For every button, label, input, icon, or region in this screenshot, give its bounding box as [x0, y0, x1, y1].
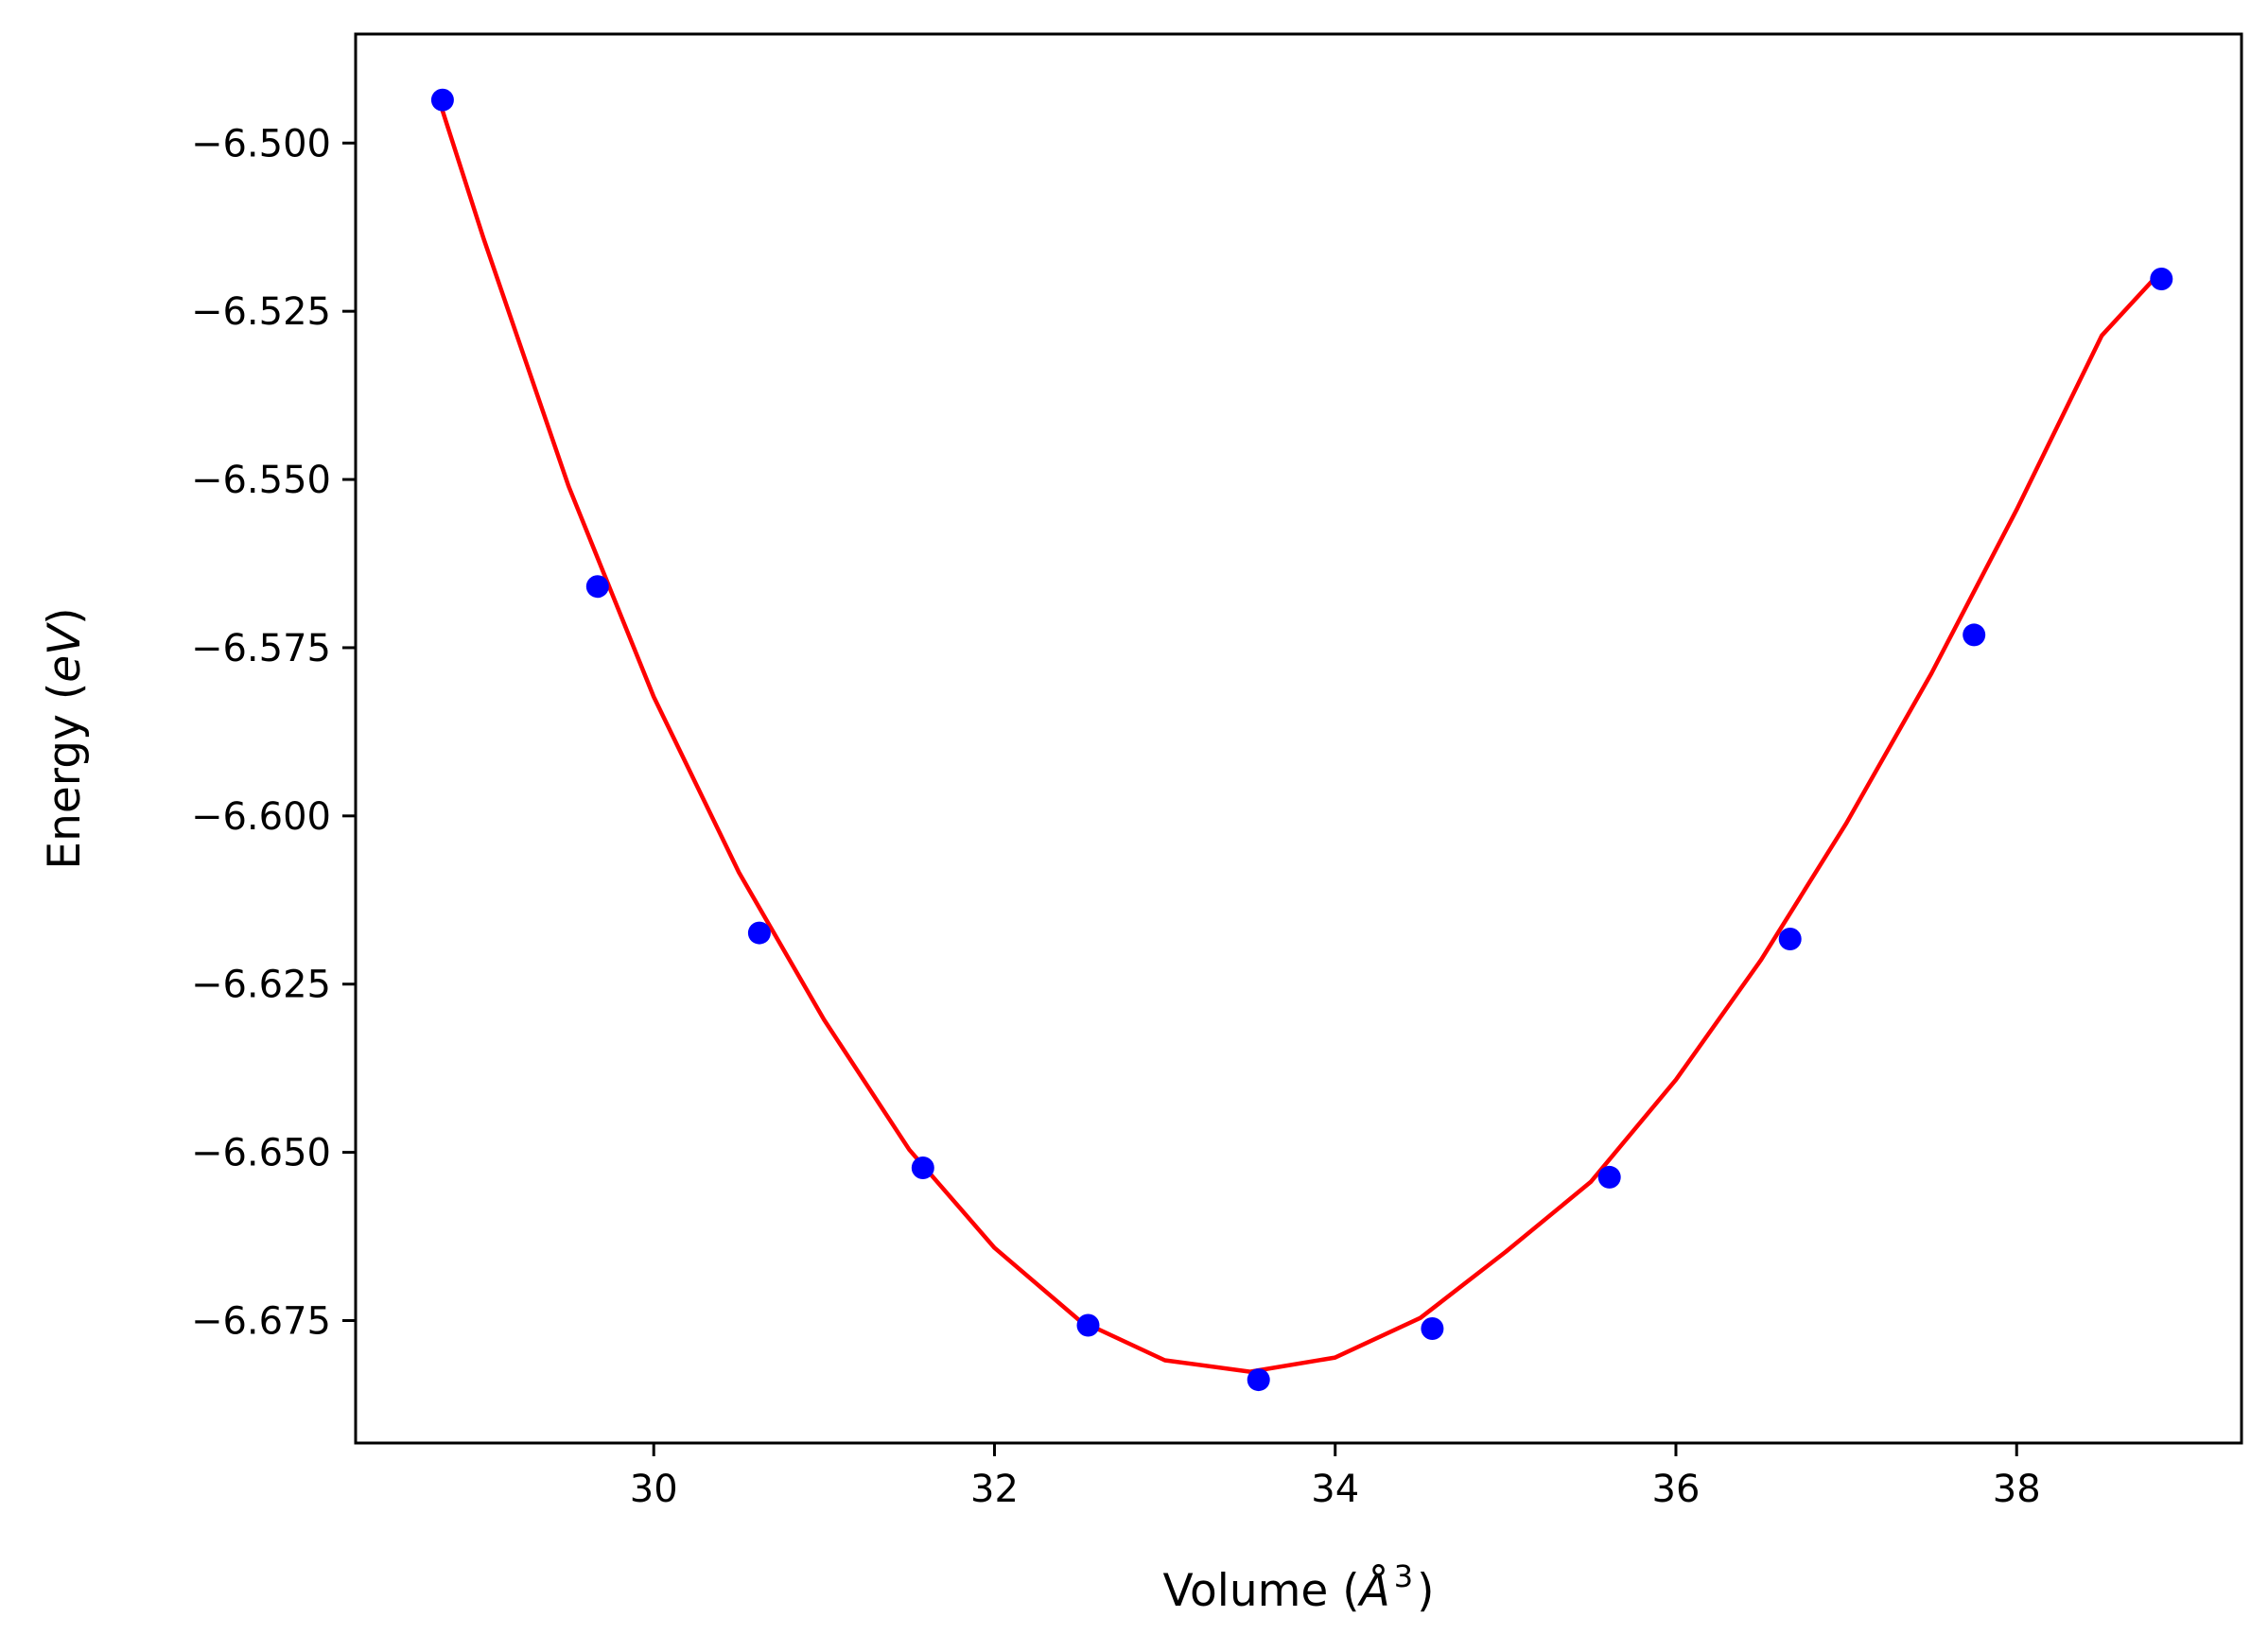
- y-axis-ticks: −6.500 −6.525 −6.550 −6.575 −6.600 −6.625 −6.6…: [191, 122, 356, 1343]
- plot-area: [356, 34, 2242, 1443]
- data-point: [1963, 623, 1986, 647]
- x-axis-label-prefix: Volume (: [1163, 1565, 1360, 1617]
- x-tick-label: 32: [970, 1468, 1019, 1511]
- x-tick-label: 38: [1993, 1468, 2041, 1511]
- y-tick-label: −6.625: [191, 964, 331, 1007]
- y-axis-label-suffix: ): [39, 607, 91, 624]
- data-point: [430, 88, 454, 112]
- y-axis-label-unit: eV: [39, 622, 91, 683]
- y-tick-label: −6.525: [191, 290, 331, 334]
- y-axis-label: Energy (eV): [39, 607, 91, 869]
- data-point: [911, 1156, 934, 1179]
- data-point: [1597, 1165, 1621, 1189]
- data-point: [747, 921, 771, 945]
- y-tick-label: −6.675: [191, 1299, 331, 1343]
- data-point: [1778, 928, 1802, 950]
- data-point: [585, 575, 609, 599]
- y-tick-label: −6.575: [191, 627, 331, 670]
- y-tick-label: −6.600: [191, 795, 331, 839]
- data-point: [1247, 1368, 1270, 1392]
- plot-content: [430, 88, 2173, 1392]
- data-point: [2150, 268, 2173, 290]
- x-tick-label: 36: [1652, 1468, 1701, 1511]
- data-point: [1076, 1313, 1100, 1337]
- x-axis-label-unit: Å: [1357, 1565, 1390, 1617]
- fit-curve: [440, 108, 2164, 1374]
- x-tick-label: 30: [630, 1468, 678, 1511]
- y-axis-label-prefix: Energy (: [39, 683, 91, 870]
- y-tick-label: −6.650: [191, 1132, 331, 1175]
- data-point: [1421, 1317, 1444, 1340]
- x-axis-label-power: 3: [1394, 1558, 1413, 1594]
- x-axis-ticks: 30 32 34 36 38: [630, 1443, 2041, 1511]
- y-tick-label: −6.500: [191, 122, 331, 165]
- x-tick-label: 34: [1311, 1468, 1359, 1511]
- axes-frame: [354, 32, 2243, 1445]
- y-tick-label: −6.550: [191, 459, 331, 502]
- x-axis-label: Volume (Å 3): [1163, 1558, 1435, 1617]
- x-axis-label-suffix: ): [1417, 1565, 1434, 1617]
